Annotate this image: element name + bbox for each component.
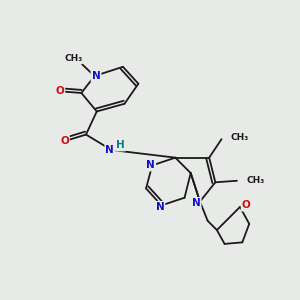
Text: H: H [116, 140, 125, 150]
Text: N: N [192, 198, 200, 208]
Text: O: O [56, 86, 64, 96]
Text: CH₃: CH₃ [63, 55, 81, 64]
Text: N: N [146, 160, 155, 170]
Text: N: N [155, 202, 164, 212]
Text: CH₃: CH₃ [246, 176, 264, 185]
Text: CH₃: CH₃ [64, 54, 83, 63]
Text: N: N [92, 71, 100, 81]
Text: N: N [106, 145, 114, 155]
Text: CH₃: CH₃ [231, 133, 249, 142]
Text: O: O [242, 200, 250, 210]
Text: O: O [60, 136, 69, 146]
